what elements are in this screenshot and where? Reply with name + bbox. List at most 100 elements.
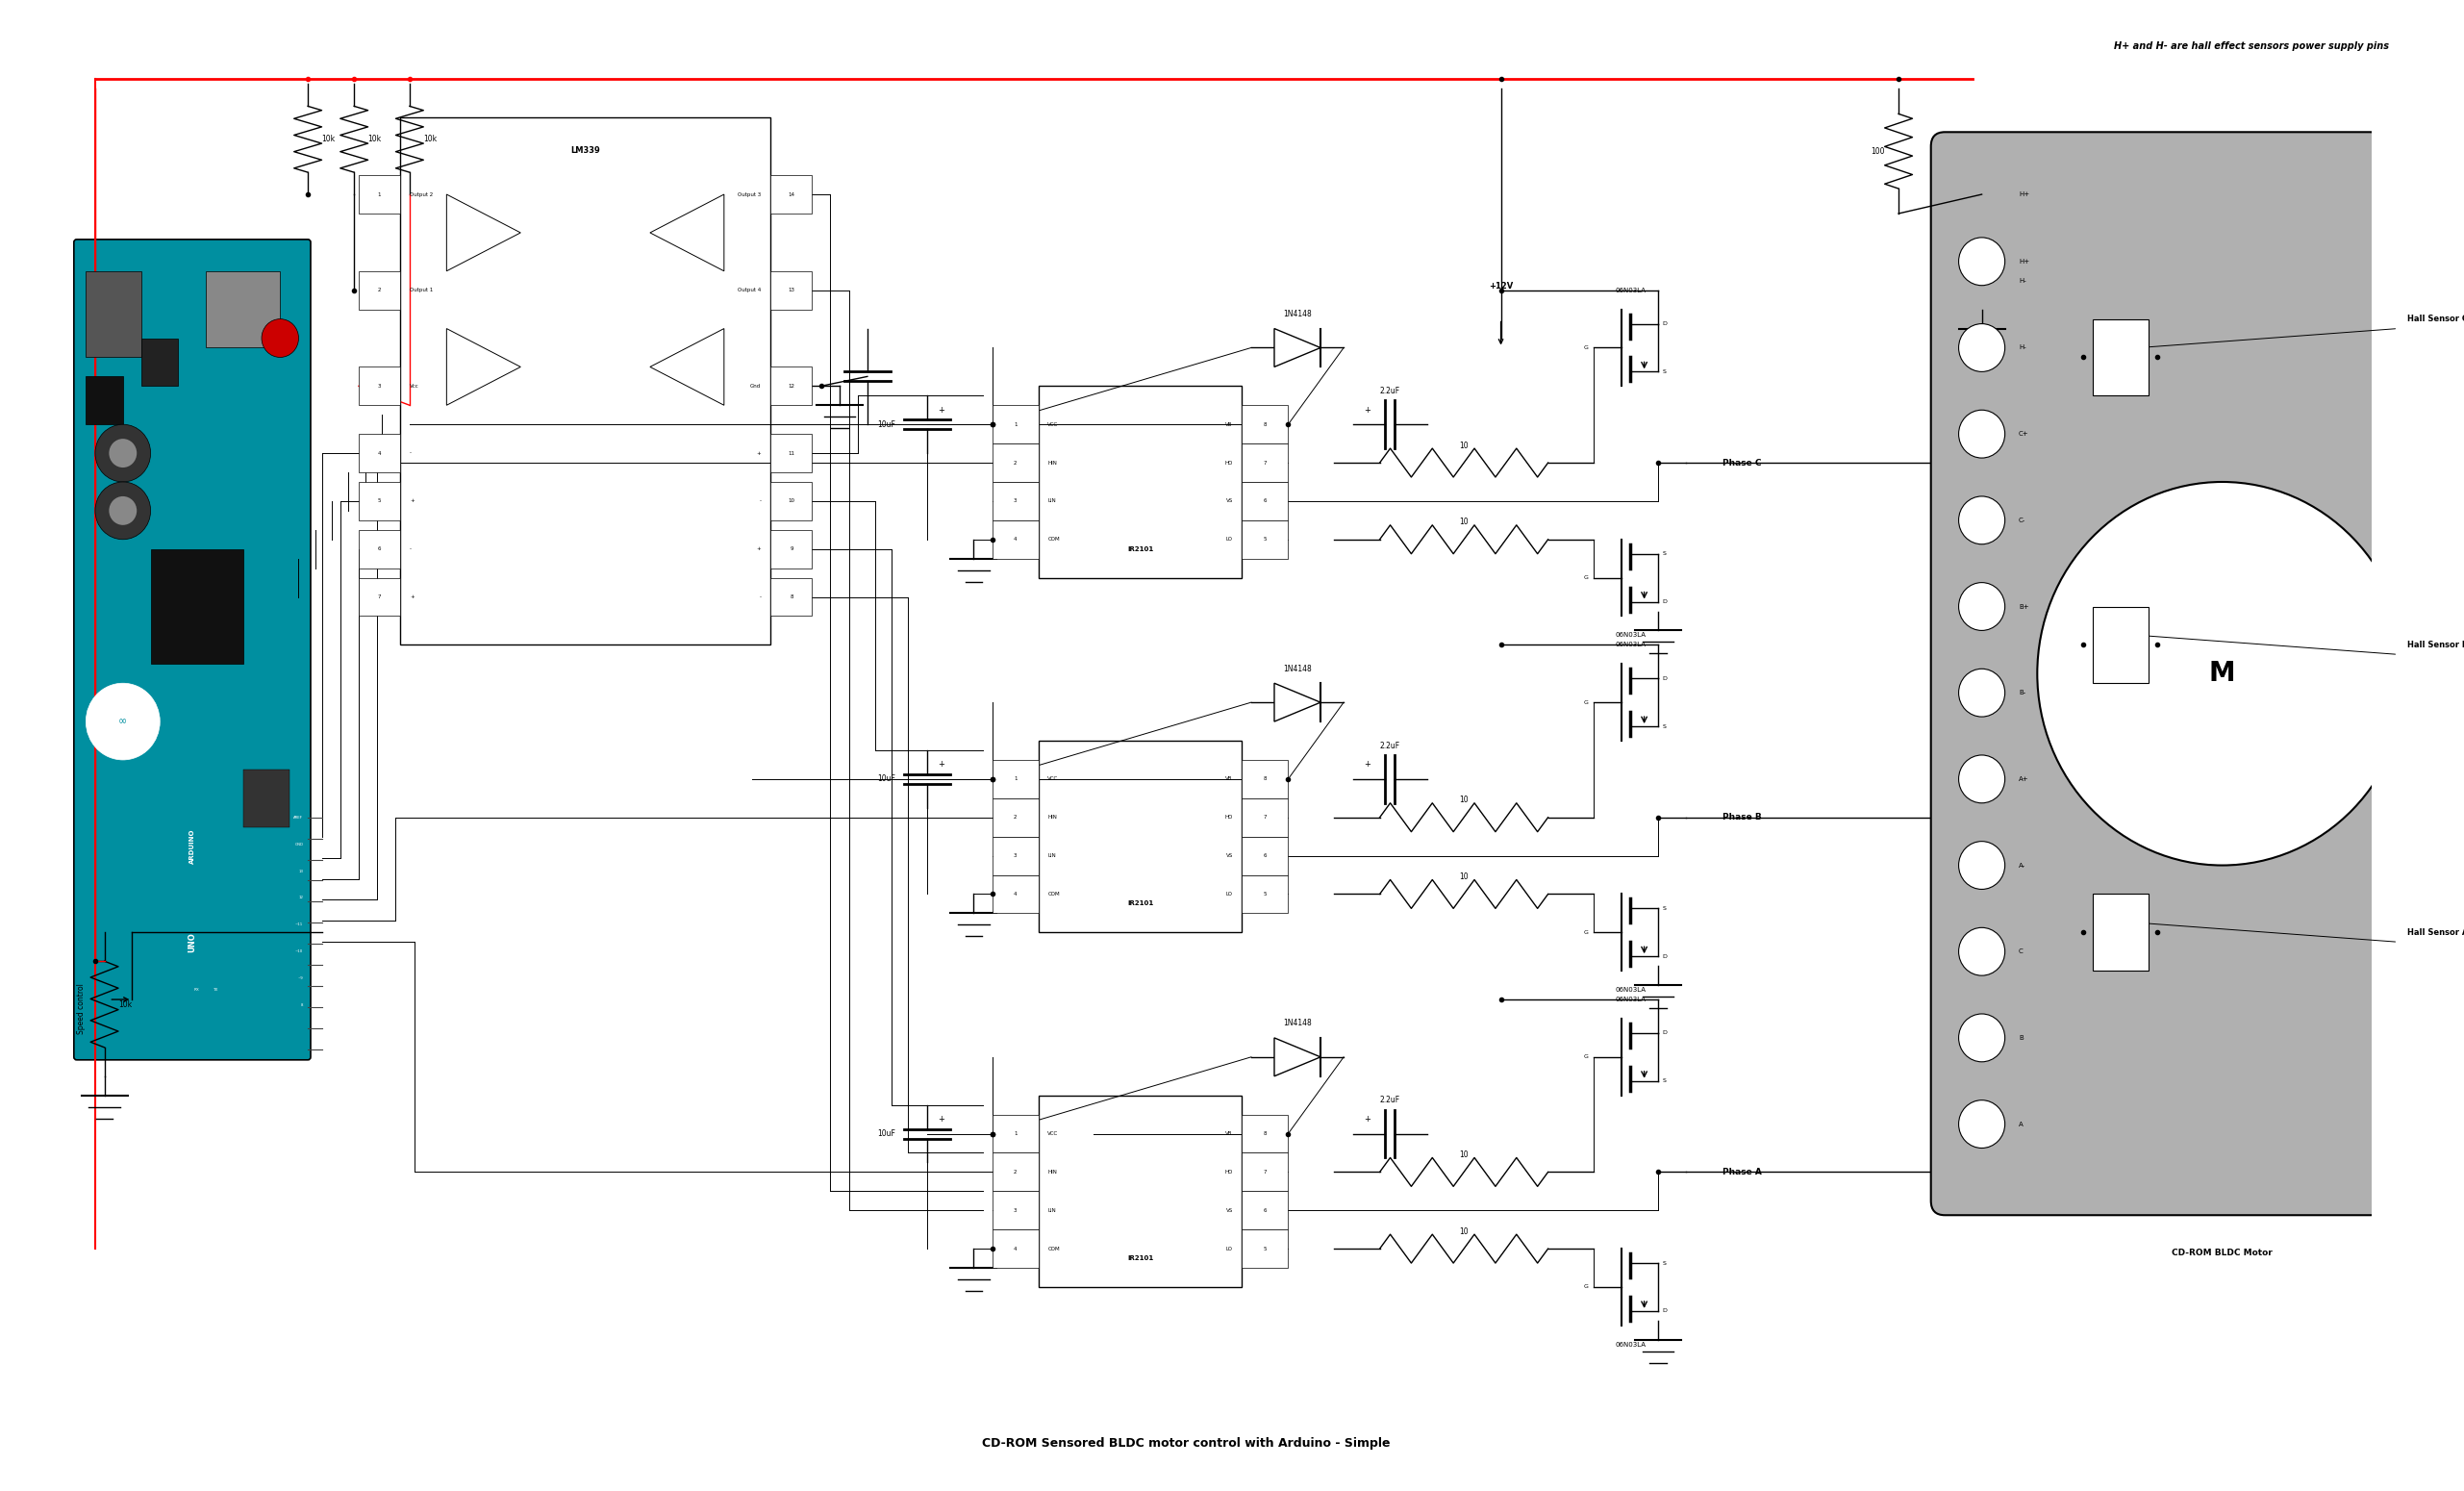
Text: G: G [1584, 1054, 1589, 1060]
Text: +: + [756, 450, 761, 456]
Text: 8: 8 [1264, 422, 1266, 426]
Bar [771, 579, 811, 616]
Text: LO: LO [1227, 892, 1232, 896]
Bar [1242, 482, 1289, 520]
Polygon shape [1274, 683, 1321, 722]
Text: ~9: ~9 [298, 977, 303, 981]
Bar [1242, 1230, 1289, 1267]
Text: S: S [1663, 1078, 1666, 1084]
Text: VS: VS [1225, 853, 1232, 859]
Text: HO: HO [1225, 816, 1232, 820]
Bar [140, 338, 177, 386]
Text: 1: 1 [1013, 422, 1018, 426]
Text: 3: 3 [1013, 853, 1018, 859]
Text: 2: 2 [1013, 1169, 1018, 1175]
Text: 2: 2 [1013, 461, 1018, 465]
Bar [1242, 836, 1289, 875]
Text: 06N03LA: 06N03LA [1614, 632, 1646, 638]
Text: TX: TX [212, 989, 217, 992]
Text: Phase B: Phase B [1722, 813, 1762, 822]
Text: Gnd: Gnd [749, 383, 761, 389]
Circle shape [1959, 1014, 2006, 1062]
Text: 2.2uF: 2.2uF [1380, 386, 1400, 395]
Circle shape [1959, 324, 2006, 371]
Text: ARDUINO: ARDUINO [190, 829, 195, 863]
Text: +: + [939, 760, 944, 769]
Bar [360, 529, 399, 568]
Circle shape [2038, 482, 2407, 865]
Text: G: G [1584, 699, 1589, 705]
Text: Output 1: Output 1 [409, 288, 434, 292]
Text: HIN: HIN [1047, 1169, 1057, 1175]
Bar [1242, 1114, 1289, 1153]
Polygon shape [650, 194, 724, 271]
Text: HO: HO [1225, 461, 1232, 465]
Circle shape [1959, 841, 2006, 889]
Text: 1N4148: 1N4148 [1284, 310, 1311, 319]
Text: RX: RX [195, 989, 200, 992]
Polygon shape [650, 328, 724, 406]
Text: Output 2: Output 2 [409, 192, 434, 197]
Text: H+: H+ [2018, 191, 2030, 197]
Bar [993, 1191, 1037, 1230]
Bar [360, 434, 399, 473]
Bar [771, 271, 811, 310]
Text: 13: 13 [788, 288, 796, 292]
Bar [1242, 520, 1289, 559]
Text: 06N03LA: 06N03LA [1614, 288, 1646, 294]
Text: Phase C: Phase C [1722, 458, 1762, 467]
Text: B+: B+ [2018, 604, 2028, 610]
Text: 10uF: 10uF [877, 420, 894, 429]
Bar [2092, 319, 2149, 395]
Text: 10uF: 10uF [877, 775, 894, 783]
Bar [993, 760, 1037, 798]
Text: LIN: LIN [1047, 498, 1057, 504]
FancyBboxPatch shape [1932, 133, 2385, 1215]
Bar [993, 1230, 1037, 1267]
Bar [360, 271, 399, 310]
Text: UNO: UNO [187, 932, 197, 951]
Circle shape [96, 482, 150, 540]
Bar [771, 176, 811, 213]
Bar [1242, 1153, 1289, 1191]
Text: Speed control: Speed control [76, 984, 86, 1035]
Text: H+ and H- are hall effect sensors power supply pins: H+ and H- are hall effect sensors power … [2114, 42, 2388, 51]
Text: 2.2uF: 2.2uF [1380, 1096, 1400, 1105]
Text: HIN: HIN [1047, 461, 1057, 465]
Bar [2092, 895, 2149, 971]
Text: H+: H+ [2018, 258, 2030, 264]
Text: D: D [1663, 675, 1668, 681]
Text: IR2101: IR2101 [1126, 1255, 1153, 1261]
Text: 9: 9 [791, 547, 793, 552]
Text: Output 4: Output 4 [737, 288, 761, 292]
Bar [360, 482, 399, 520]
Bar [1242, 875, 1289, 912]
Text: 5: 5 [1264, 1246, 1266, 1251]
Text: 4: 4 [1013, 1246, 1018, 1251]
Text: 8: 8 [791, 595, 793, 599]
Text: A: A [2018, 1121, 2023, 1127]
Text: VS: VS [1225, 498, 1232, 504]
Text: VB: VB [1225, 1132, 1232, 1136]
Circle shape [1959, 1100, 2006, 1148]
Text: A+: A+ [2018, 777, 2028, 781]
Text: S: S [1663, 907, 1666, 911]
Bar [150, 549, 244, 663]
Bar [993, 482, 1037, 520]
Bar [2092, 607, 2149, 683]
Text: 7: 7 [1264, 1169, 1266, 1175]
Text: C-: C- [2018, 517, 2025, 523]
Text: +: + [1363, 406, 1370, 414]
Text: A-: A- [2018, 862, 2025, 868]
Text: 6: 6 [1264, 498, 1266, 504]
Text: Vcc: Vcc [409, 383, 419, 389]
Text: 100: 100 [1870, 148, 1885, 155]
Text: +: + [409, 498, 414, 504]
Bar [360, 176, 399, 213]
Text: D: D [1663, 954, 1668, 959]
Text: 10: 10 [1459, 796, 1469, 805]
Text: 06N03LA: 06N03LA [1614, 1342, 1646, 1348]
Circle shape [1959, 754, 2006, 804]
Text: +12V: +12V [1488, 282, 1513, 291]
Text: 7: 7 [377, 595, 382, 599]
